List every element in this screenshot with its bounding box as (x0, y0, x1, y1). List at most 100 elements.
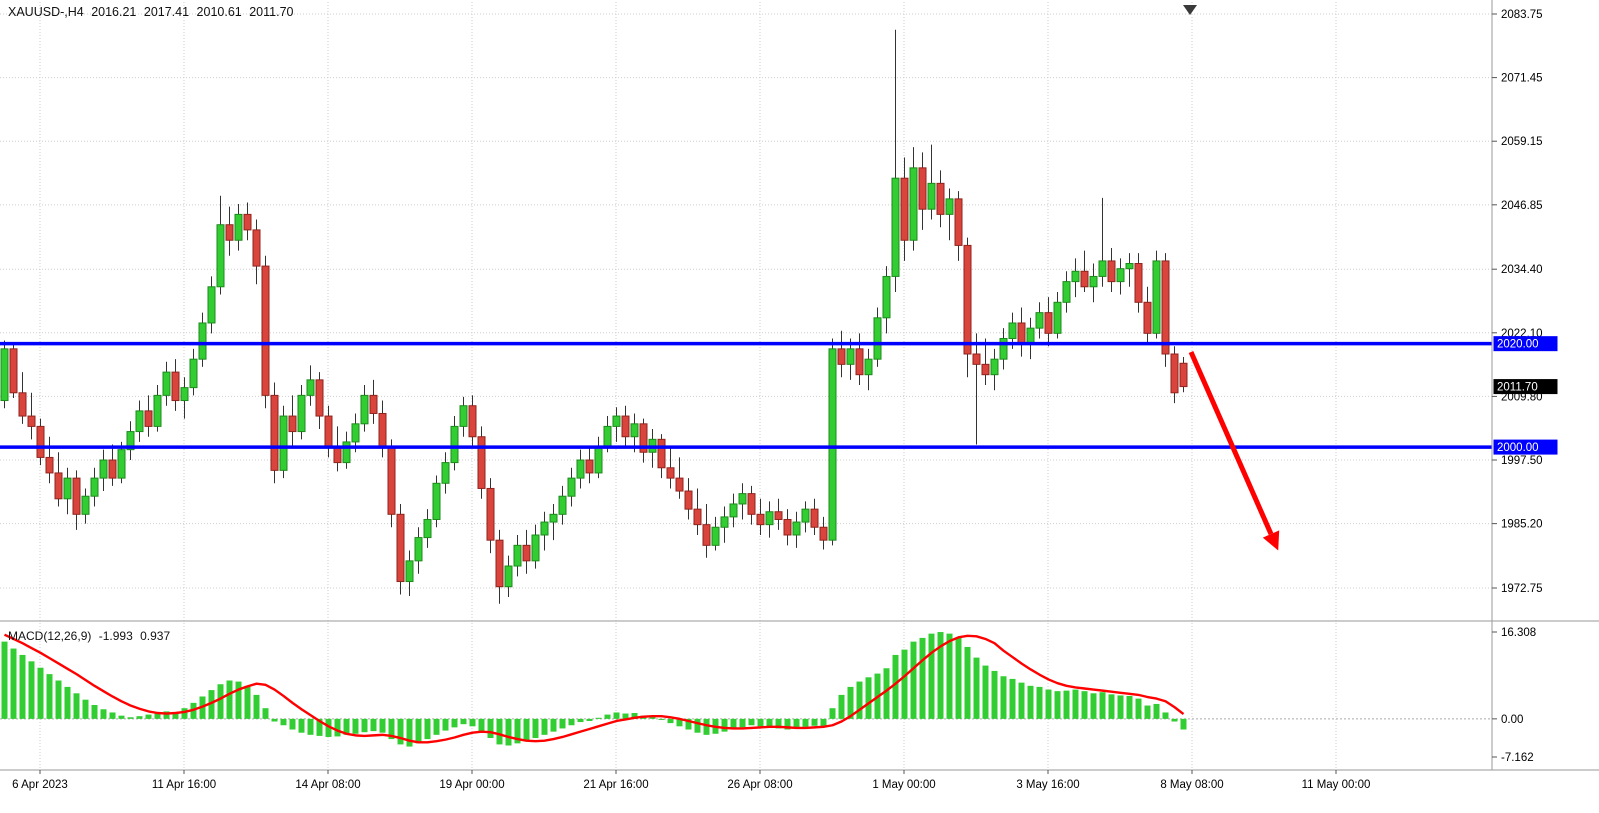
bull-candle (306, 379, 315, 396)
macd-histogram-bar (334, 718, 341, 737)
macd-histogram-bar (64, 686, 71, 719)
time-tick-label[interactable]: 11 May 00:00 (1302, 779, 1371, 791)
macd-histogram-bar (361, 718, 368, 733)
macd-histogram-bar (991, 670, 998, 719)
bear-candle (261, 265, 270, 396)
bull-candle (801, 508, 810, 523)
bull-candle (405, 560, 414, 583)
price-tick-label[interactable]: 2071.45 (1501, 73, 1543, 85)
bear-candle (684, 490, 693, 510)
macd-histogram-bar (685, 718, 692, 730)
bull-candle (135, 410, 144, 433)
ohlc-low-value: 2010.61 (196, 5, 242, 19)
macd-histogram-bar (271, 718, 278, 722)
trend-arrow-head[interactable] (1262, 530, 1280, 551)
time-tick-label[interactable]: 11 Apr 16:00 (152, 779, 216, 791)
bull-candle (846, 348, 855, 365)
bull-candle (207, 286, 216, 324)
bull-candle (1008, 322, 1017, 339)
bull-candle (909, 167, 918, 241)
time-tick-label[interactable]: 21 Apr 16:00 (583, 779, 648, 791)
bear-candle (72, 477, 81, 515)
macd-histogram-bar (604, 714, 611, 719)
macd-histogram-bar (595, 717, 602, 719)
bear-candle (810, 508, 819, 528)
macd-histogram-bar (469, 718, 476, 727)
macd-tick-label[interactable]: 0.00 (1501, 714, 1523, 726)
price-tick-label[interactable]: 2059.15 (1501, 136, 1543, 148)
time-tick-label[interactable]: 26 Apr 08:00 (727, 779, 792, 791)
bear-candle (468, 405, 477, 438)
macd-histogram-bar (577, 718, 584, 723)
bear-candle (9, 348, 18, 394)
macd-histogram-bar (1018, 682, 1025, 719)
bull-candle (927, 182, 936, 210)
macd-histogram-bar (208, 690, 215, 719)
trend-arrow-line[interactable] (1188, 350, 1274, 536)
macd-histogram-bar (136, 716, 143, 719)
bear-candle (36, 425, 45, 458)
bull-candle (432, 482, 441, 520)
ohlc-close-value: 2011.70 (249, 5, 294, 19)
price-tick-label[interactable]: 2083.75 (1501, 9, 1543, 21)
price-tick-label[interactable]: 1985.20 (1501, 519, 1543, 531)
ohlc-high-value: 2017.41 (143, 5, 190, 19)
price-tick-label[interactable]: 2034.40 (1501, 264, 1543, 276)
bull-candle (1062, 281, 1071, 303)
macd-histogram-bar (901, 649, 908, 719)
time-tick-label[interactable]: 8 May 08:00 (1160, 779, 1223, 791)
macd-histogram-bar (235, 681, 242, 719)
price-tick-label[interactable]: 1997.50 (1501, 455, 1543, 467)
macd-histogram-bar (316, 718, 323, 736)
bear-candle (54, 472, 63, 500)
macd-histogram-bar (424, 718, 431, 740)
bull-candle (1053, 301, 1062, 334)
bear-candle (171, 371, 180, 402)
bear-candle (585, 459, 594, 474)
price-tag-label: 2020.00 (1497, 339, 1539, 351)
macd-histogram-bar (460, 718, 467, 725)
macd-histogram-bar (325, 718, 332, 737)
macd-histogram-bar (1000, 676, 1007, 719)
macd-histogram-bar (721, 718, 728, 732)
macd-histogram-bar (163, 711, 170, 719)
macd-histogram-bar (955, 637, 962, 719)
macd-histogram-bar (550, 718, 557, 732)
time-tick-label[interactable]: 1 May 00:00 (872, 779, 935, 791)
macd-signal-value: 0.937 (140, 629, 171, 643)
price-tick-label[interactable]: 1972.75 (1501, 583, 1543, 595)
time-tick-label[interactable]: 14 Apr 08:00 (295, 779, 360, 791)
time-tick-label[interactable]: 3 May 16:00 (1016, 779, 1079, 791)
macd-indicator-header: MACD(12,26,9) -1.993 0.937 (8, 629, 174, 643)
bear-candle (1170, 353, 1179, 394)
chart-shift-marker[interactable] (1183, 5, 1197, 15)
bear-candle (621, 415, 630, 438)
bull-candle (594, 446, 603, 474)
bear-candle (1107, 260, 1116, 283)
macd-histogram-bar (181, 708, 188, 719)
bull-candle (576, 459, 585, 479)
bull-candle (162, 371, 171, 396)
macd-histogram-bar (1099, 692, 1106, 719)
macd-tick-label[interactable]: -7.162 (1501, 752, 1534, 764)
bear-candle (774, 511, 783, 520)
macd-histogram-bar (757, 718, 764, 727)
macd-histogram-bar (1144, 705, 1151, 719)
bear-candle (495, 539, 504, 588)
time-tick-label[interactable]: 19 Apr 00:00 (439, 779, 504, 791)
time-tick-label[interactable]: 6 Apr 2023 (12, 779, 68, 791)
macd-histogram-bar (28, 661, 35, 719)
macd-histogram-bar (262, 708, 269, 719)
price-tick-label[interactable]: 2009.80 (1501, 391, 1543, 403)
macd-histogram-bar (811, 718, 818, 726)
bear-candle (918, 167, 927, 210)
bear-candle (657, 438, 666, 469)
macd-histogram-bar (775, 718, 782, 729)
macd-histogram-bar (415, 718, 422, 744)
macd-tick-label[interactable]: 16.308 (1501, 627, 1536, 639)
bull-candle (198, 322, 207, 360)
bear-candle (783, 518, 792, 536)
macd-histogram-bar (730, 718, 737, 730)
price-tick-label[interactable]: 2046.85 (1501, 200, 1543, 212)
